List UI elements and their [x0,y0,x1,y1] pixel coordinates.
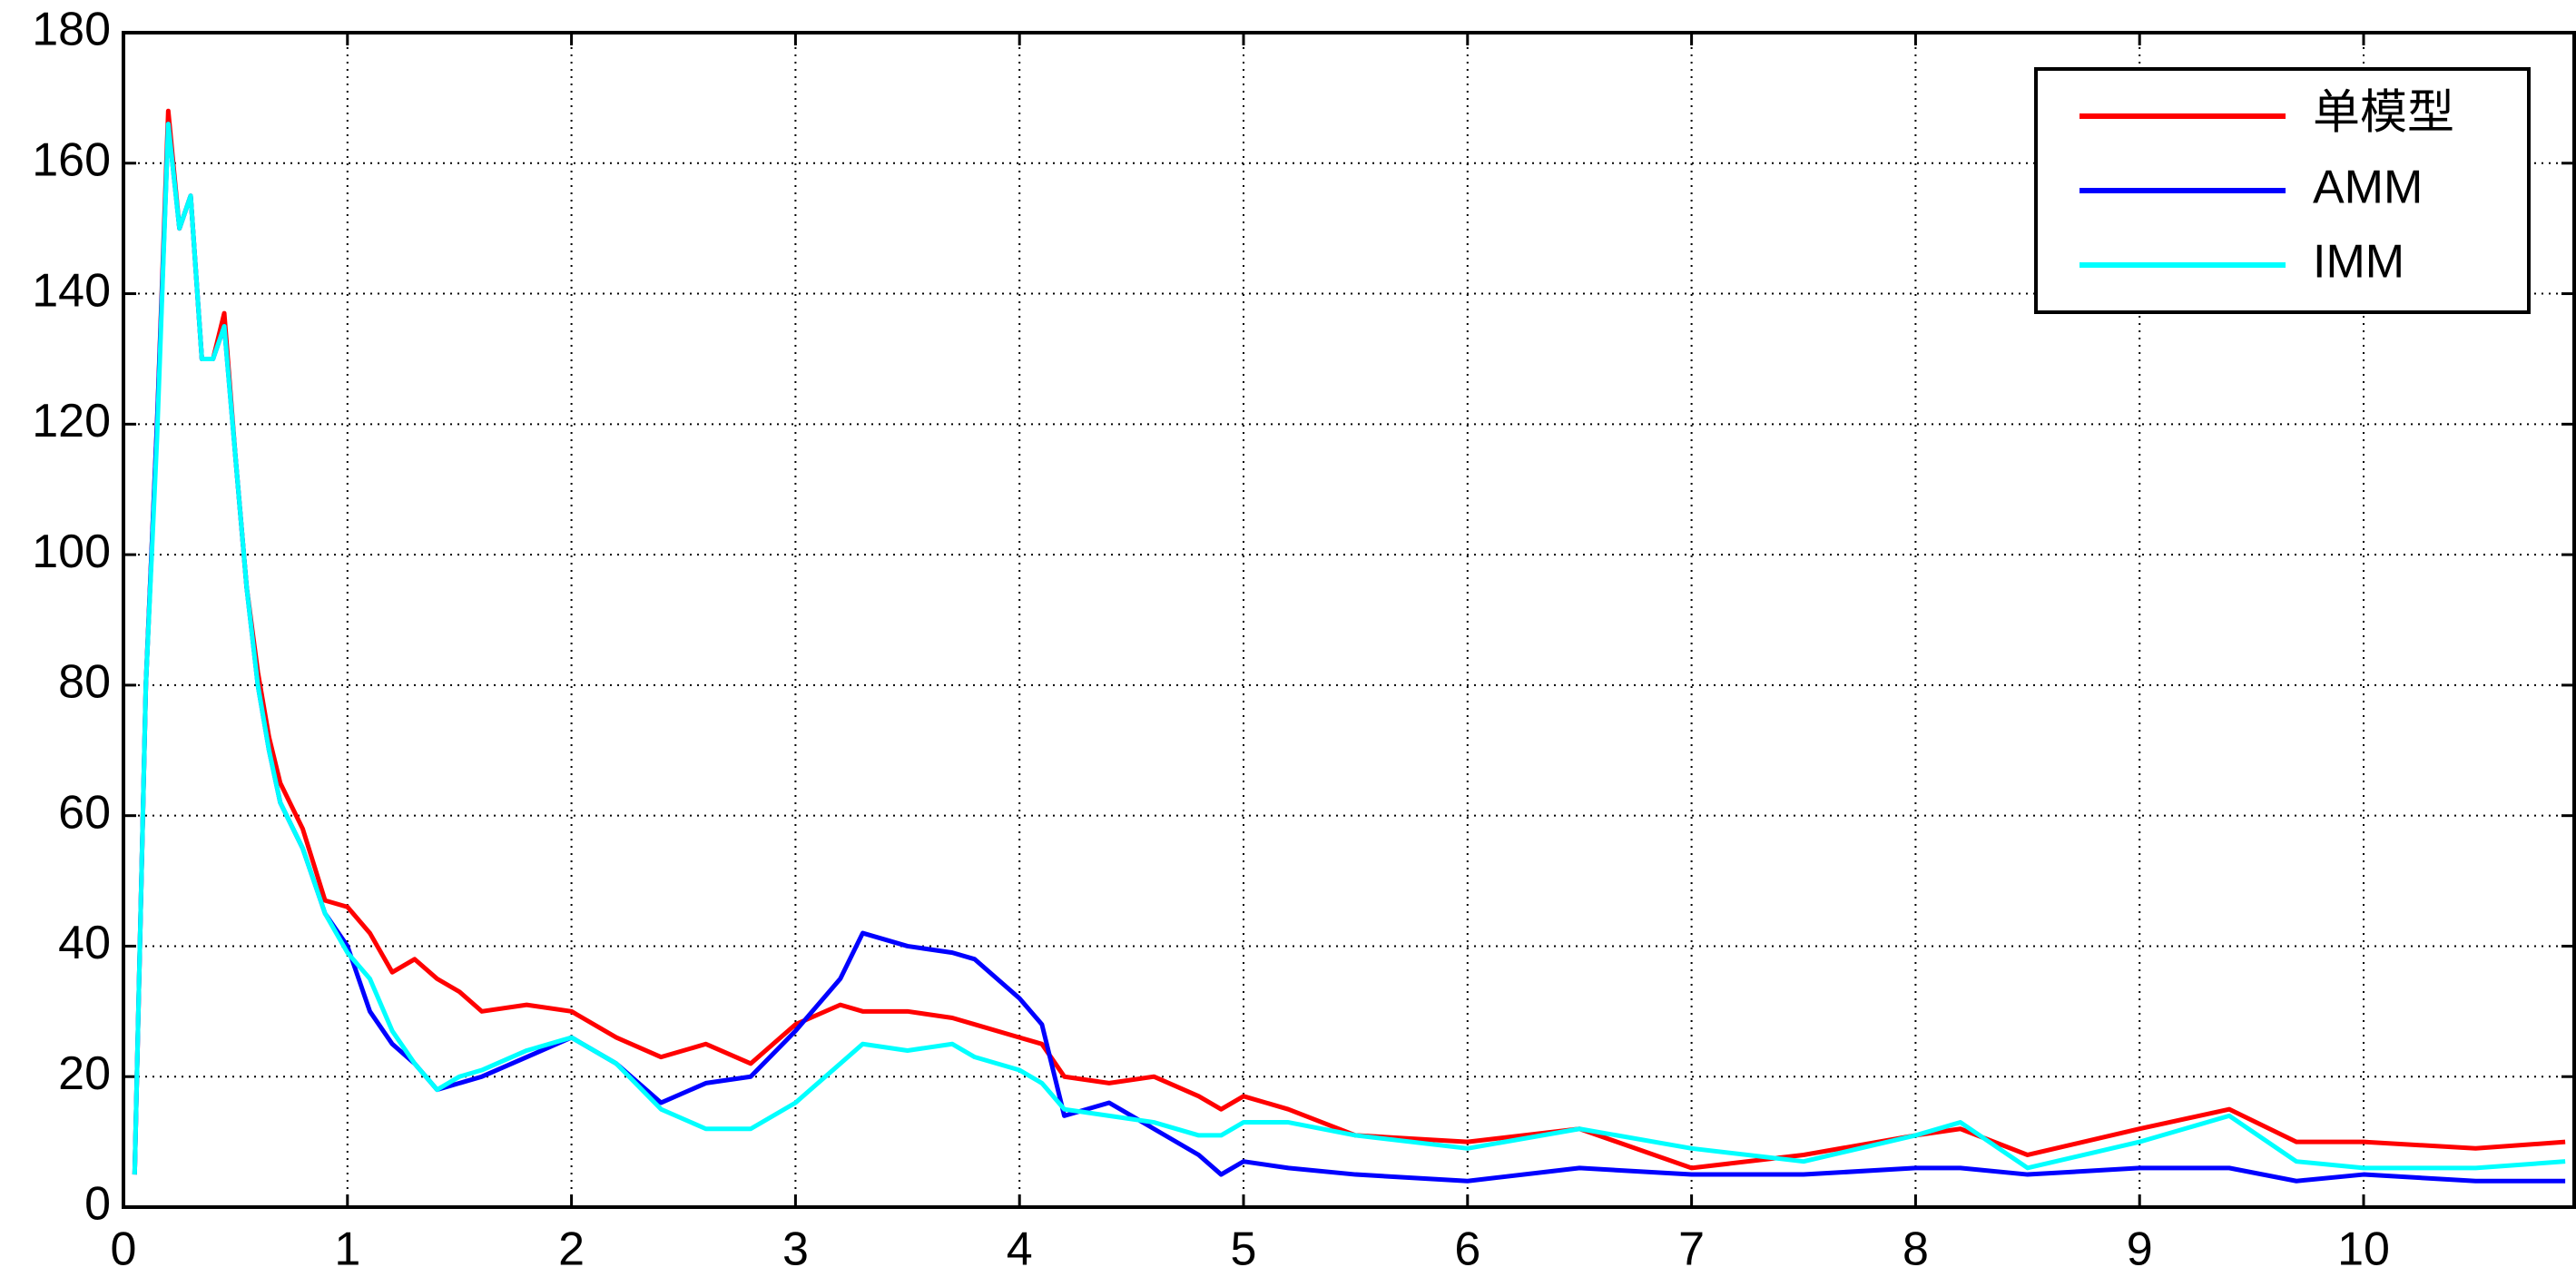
x-tick-label: 0 [111,1223,137,1276]
y-tick-label: 160 [32,134,111,187]
x-tick-label: 8 [1903,1223,1929,1276]
legend-label: 单模型 [2313,87,2454,140]
y-tick-label: 180 [32,4,111,56]
y-tick-label: 80 [58,656,111,709]
x-tick-label: 5 [1231,1223,1257,1276]
plot-frame [122,31,2576,1209]
line-series [132,122,2566,1175]
y-tick-label: 40 [58,917,111,969]
y-tick-label: 140 [32,264,111,317]
y-tick-label: 120 [32,395,111,447]
x-tick-label: 10 [2337,1223,2390,1276]
x-tick-label: 9 [2127,1223,2153,1276]
y-tick-label: 60 [58,786,111,839]
x-tick-label: 2 [558,1223,585,1276]
x-tick-label: 7 [1678,1223,1705,1276]
x-tick-label: 3 [782,1223,809,1276]
legend-label: AMM [2313,162,2423,214]
x-tick-label: 6 [1454,1223,1480,1276]
y-tick-label: 20 [58,1047,111,1100]
y-tick-label: 100 [32,526,111,578]
legend-label: IMM [2313,236,2404,289]
y-tick-label: 0 [84,1178,111,1231]
x-tick-label: 1 [334,1223,360,1276]
x-tick-label: 4 [1007,1223,1033,1276]
